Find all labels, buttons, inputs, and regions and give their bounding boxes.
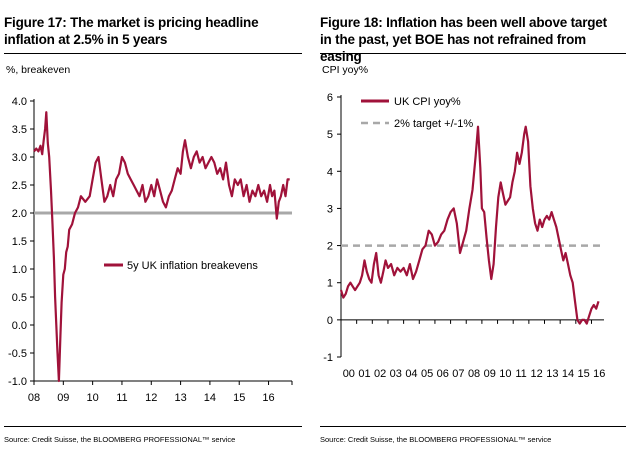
- y-tick-label: 1.5: [12, 236, 27, 248]
- legend-label-breakeven: 5y UK inflation breakevens: [127, 260, 258, 272]
- source-divider: [4, 426, 302, 427]
- y-tick-label: 6: [327, 92, 333, 104]
- figure-17-title: Figure 17: The market is pricing headlin…: [4, 15, 259, 47]
- x-tick-label: 13: [174, 392, 186, 404]
- x-tick-label: 14: [204, 392, 216, 404]
- y-tick-label: 3: [327, 203, 333, 215]
- x-tick-label: 11: [116, 392, 127, 404]
- x-tick-label: 16: [593, 368, 605, 380]
- x-tick-label: 09: [57, 392, 69, 404]
- title-divider: [320, 53, 626, 54]
- x-tick-label: 15: [233, 392, 245, 404]
- x-tick-label: 10: [87, 392, 99, 404]
- x-tick-label: 11: [515, 368, 526, 380]
- y-tick-label: 5: [327, 129, 333, 141]
- y-tick-label: -0.5: [8, 348, 27, 360]
- figure-17-panel: Figure 17: The market is pricing headlin…: [0, 0, 306, 465]
- x-tick-label: 08: [28, 392, 40, 404]
- legend-label-target: 2% target +/-1%: [394, 118, 473, 130]
- x-tick-label: 12: [145, 392, 157, 404]
- x-tick-label: 09: [484, 368, 496, 380]
- y-tick-label: 0: [327, 315, 333, 327]
- legend-label-cpi: UK CPI yoy%: [394, 96, 461, 108]
- breakeven-series-line: [33, 111, 290, 383]
- y-tick-label: 2.5: [12, 180, 27, 192]
- y-tick-label: 0.0: [12, 320, 27, 332]
- y-tick-label: 4: [327, 166, 333, 178]
- source-note: Source: Credit Suisse, the BLOOMBERG PRO…: [320, 435, 552, 444]
- x-tick-label: 16: [262, 392, 274, 404]
- y-tick-label: 1.0: [12, 264, 27, 276]
- x-tick-label: 03: [390, 368, 402, 380]
- title-divider: [4, 53, 302, 54]
- x-tick-label: 00: [343, 368, 355, 380]
- source-note: Source: Credit Suisse, the BLOOMBERG PRO…: [4, 435, 236, 444]
- y-tick-label: 4.0: [12, 96, 27, 108]
- x-tick-label: 08: [468, 368, 480, 380]
- y-tick-label: 2: [327, 241, 333, 253]
- y-tick-label: 3.5: [12, 124, 27, 136]
- x-tick-label: 07: [452, 368, 464, 380]
- y-unit-label: CPI yoy%: [322, 64, 369, 76]
- x-tick-label: 04: [405, 368, 417, 380]
- y-tick-label: 1: [327, 278, 333, 290]
- cpi-series-line: [339, 125, 600, 325]
- y-tick-label: 3.0: [12, 152, 27, 164]
- y-tick-label: -1: [323, 352, 333, 364]
- x-tick-label: 15: [578, 368, 590, 380]
- figure-18-panel: Figure 18: Inflation has been well above…: [316, 0, 630, 465]
- x-tick-label: 02: [374, 368, 386, 380]
- x-tick-label: 01: [358, 368, 370, 380]
- figure-18-title: Figure 18: Inflation has been well above…: [320, 15, 607, 64]
- y-tick-label: -1.0: [8, 376, 27, 388]
- x-tick-label: 05: [421, 368, 433, 380]
- y-tick-label: 0.5: [12, 292, 27, 304]
- x-tick-label: 06: [437, 368, 449, 380]
- x-tick-label: 12: [531, 368, 543, 380]
- y-unit-label: %, breakeven: [6, 64, 71, 76]
- x-tick-label: 14: [562, 368, 574, 380]
- breakeven-chart: -1.0 -0.5 0.0 0.5 1.0 1.5 2.0 2.5 3.0 3.5 4.0 08 09 1…: [8, 96, 293, 404]
- source-divider: [320, 426, 626, 427]
- x-tick-label: 13: [546, 368, 558, 380]
- x-tick-label: 10: [499, 368, 511, 380]
- y-tick-label: 2.0: [12, 208, 27, 220]
